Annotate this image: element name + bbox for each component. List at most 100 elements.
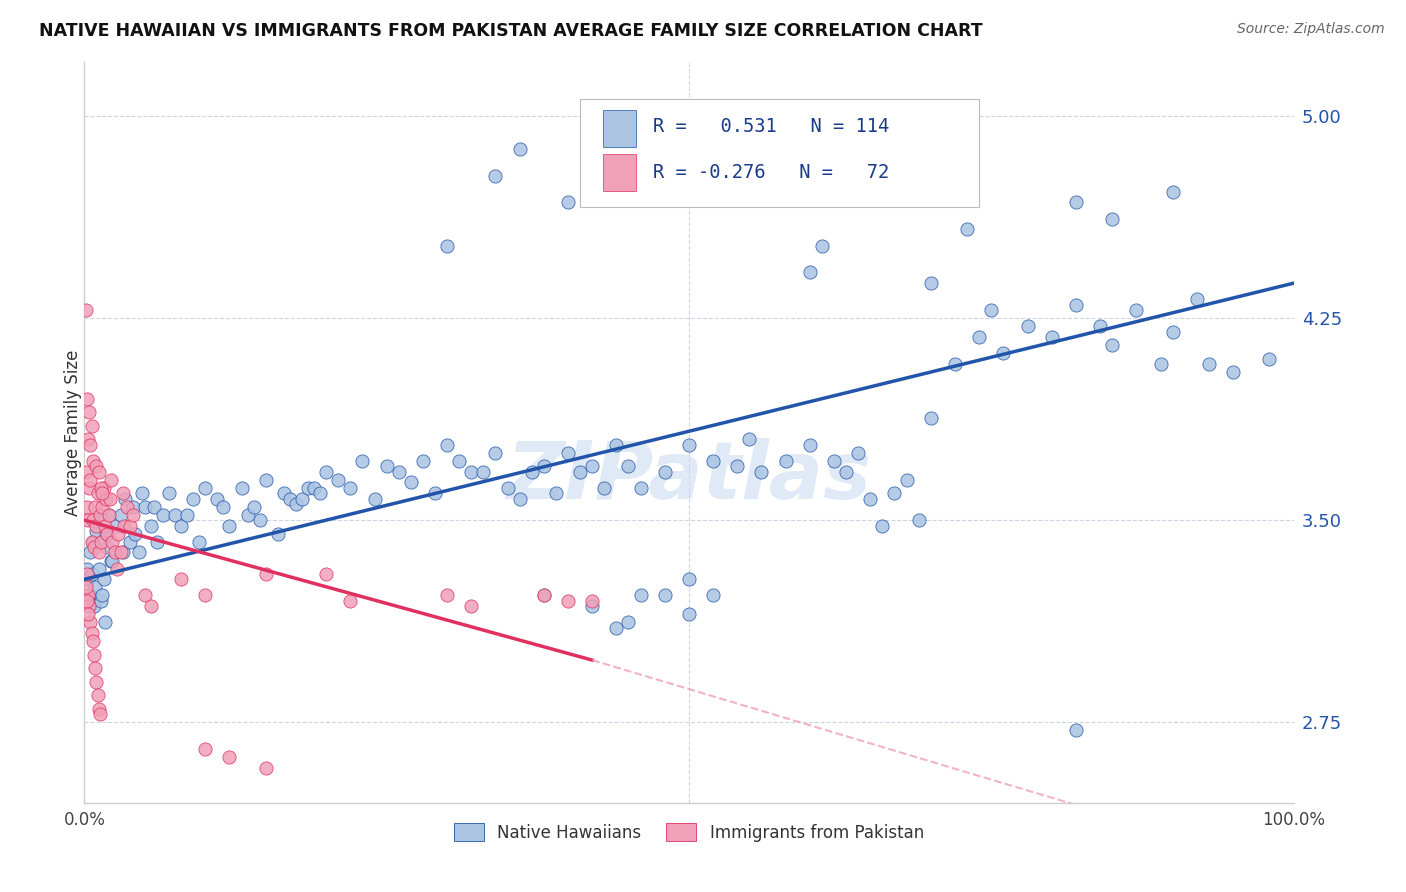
Point bbox=[83, 648, 105, 662]
Point bbox=[1258, 351, 1281, 366]
Point bbox=[315, 566, 337, 581]
Point bbox=[678, 438, 700, 452]
Point bbox=[77, 589, 100, 603]
Point bbox=[617, 459, 640, 474]
Point bbox=[1149, 357, 1171, 371]
Point bbox=[883, 486, 905, 500]
Point bbox=[101, 553, 124, 567]
Point bbox=[725, 459, 748, 474]
Point bbox=[77, 513, 100, 527]
Point bbox=[254, 473, 277, 487]
Point bbox=[104, 545, 127, 559]
Point bbox=[484, 169, 506, 183]
Point bbox=[101, 534, 124, 549]
Point bbox=[920, 410, 942, 425]
Legend: Native Hawaiians, Immigrants from Pakistan: Native Hawaiians, Immigrants from Pakist… bbox=[446, 815, 932, 850]
Point bbox=[91, 500, 114, 514]
Point bbox=[339, 594, 361, 608]
Point bbox=[1125, 303, 1147, 318]
Point bbox=[139, 518, 162, 533]
Point bbox=[87, 545, 110, 559]
Point bbox=[134, 500, 156, 514]
Point bbox=[87, 701, 110, 715]
Point bbox=[352, 454, 374, 468]
Point bbox=[509, 491, 531, 506]
Point bbox=[121, 500, 143, 514]
FancyBboxPatch shape bbox=[581, 99, 979, 207]
Point bbox=[557, 446, 579, 460]
Point bbox=[859, 491, 882, 506]
Text: Source: ZipAtlas.com: Source: ZipAtlas.com bbox=[1237, 22, 1385, 37]
Point bbox=[799, 438, 821, 452]
Point bbox=[97, 508, 120, 522]
Point bbox=[581, 594, 603, 608]
Point bbox=[581, 599, 603, 614]
Text: NATIVE HAWAIIAN VS IMMIGRANTS FROM PAKISTAN AVERAGE FAMILY SIZE CORRELATION CHAR: NATIVE HAWAIIAN VS IMMIGRANTS FROM PAKIS… bbox=[39, 22, 983, 40]
Point bbox=[124, 526, 146, 541]
Point bbox=[284, 497, 308, 511]
Point bbox=[375, 459, 398, 474]
Point bbox=[104, 518, 127, 533]
Point bbox=[170, 518, 193, 533]
Text: R =   0.531   N = 114: R = 0.531 N = 114 bbox=[652, 118, 889, 136]
Point bbox=[87, 465, 110, 479]
Point bbox=[194, 742, 217, 756]
Point bbox=[605, 438, 627, 452]
Point bbox=[581, 459, 603, 474]
Point bbox=[152, 508, 174, 522]
Point bbox=[484, 446, 506, 460]
Point bbox=[872, 518, 894, 533]
Point bbox=[702, 454, 724, 468]
Point bbox=[449, 454, 471, 468]
Point bbox=[105, 561, 128, 575]
Point bbox=[77, 481, 100, 495]
Point bbox=[846, 446, 869, 460]
Point bbox=[79, 615, 101, 630]
Point bbox=[509, 142, 531, 156]
Point bbox=[82, 454, 104, 468]
Point bbox=[121, 508, 143, 522]
Point bbox=[75, 581, 97, 595]
Point bbox=[146, 534, 169, 549]
Point bbox=[654, 465, 676, 479]
Point bbox=[176, 508, 198, 522]
Point bbox=[84, 500, 107, 514]
Point bbox=[920, 276, 942, 290]
Point bbox=[436, 438, 458, 452]
Point bbox=[1161, 185, 1184, 199]
Point bbox=[86, 674, 108, 689]
Point bbox=[94, 526, 117, 541]
Y-axis label: Average Family Size: Average Family Size bbox=[65, 350, 82, 516]
Point bbox=[702, 589, 724, 603]
Point bbox=[107, 526, 129, 541]
Point bbox=[309, 486, 332, 500]
Point bbox=[980, 303, 1002, 318]
Point bbox=[79, 545, 101, 559]
Point bbox=[82, 634, 104, 648]
Point bbox=[89, 706, 111, 721]
Point bbox=[86, 524, 108, 538]
Point bbox=[207, 491, 229, 506]
Point bbox=[75, 303, 97, 318]
Point bbox=[120, 534, 142, 549]
Point bbox=[520, 465, 543, 479]
Point bbox=[1101, 338, 1123, 352]
Point bbox=[533, 589, 555, 603]
Point bbox=[1064, 723, 1087, 738]
Point bbox=[115, 500, 138, 514]
Point bbox=[86, 486, 108, 500]
Point bbox=[143, 500, 166, 514]
Point bbox=[96, 526, 118, 541]
Point bbox=[896, 473, 918, 487]
Point bbox=[82, 513, 104, 527]
Point bbox=[77, 589, 100, 603]
Point bbox=[557, 195, 579, 210]
Point bbox=[75, 465, 97, 479]
Point bbox=[76, 594, 98, 608]
Point bbox=[112, 545, 135, 559]
Point bbox=[412, 454, 434, 468]
Point bbox=[93, 481, 115, 495]
Point bbox=[1161, 325, 1184, 339]
Text: ZIPatlas: ZIPatlas bbox=[506, 438, 872, 516]
Point bbox=[110, 508, 132, 522]
